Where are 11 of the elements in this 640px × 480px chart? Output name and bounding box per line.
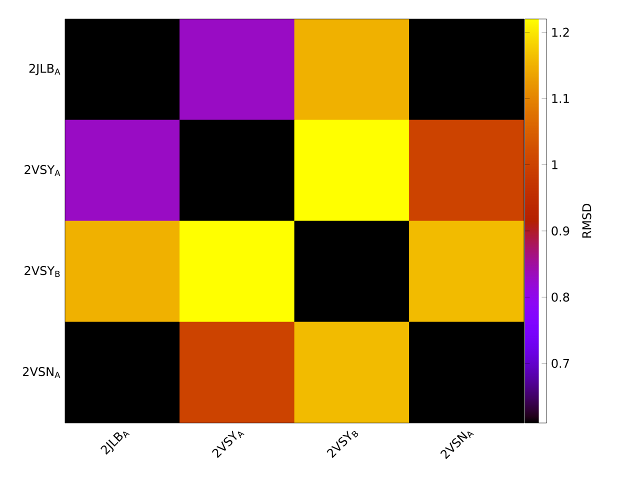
y-tick-label: 2JLB$_{A}$	[29, 64, 60, 76]
color-bar-label: 1	[552, 160, 558, 170]
color-bar-label: 0.8	[552, 292, 570, 302]
y-tick-label: 2VSN$_{A}$	[22, 367, 60, 378]
color-bar-label: 0.7	[552, 358, 569, 368]
color-bar-label: 1.1	[552, 94, 569, 103]
color-bar-title: RMSD	[582, 204, 592, 238]
y-tick-label: 2VSY$_{B}$	[24, 266, 60, 277]
color-bar-label: 1.2	[552, 28, 569, 37]
y-tick-label: 2VSY$_{A}$	[24, 165, 60, 176]
color-bar-label: 0.9	[552, 226, 570, 236]
